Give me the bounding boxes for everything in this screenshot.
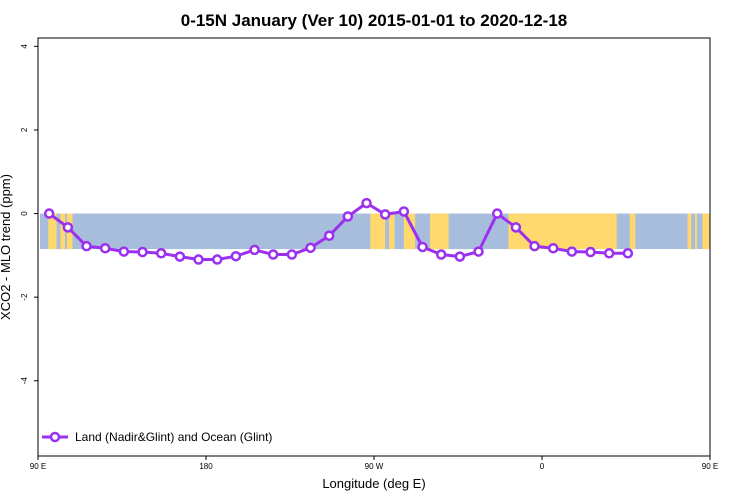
x-axis-label: Longitude (deg E) [322,476,425,491]
land-segment [719,214,732,250]
y-axis-label: XCO2 - MLO trend (ppm) [0,174,13,320]
y-tick-label: 2 [20,127,29,132]
data-point [417,241,428,253]
x-tick-label: 180 [199,462,213,471]
land-segment [48,213,57,250]
data-point [529,240,540,252]
land-segment [702,213,710,250]
data-point [622,248,634,259]
land-segment [629,213,636,250]
land-segment [370,213,386,250]
series-layer [43,197,634,265]
land-segment [687,213,692,250]
data-point [585,246,596,258]
lat-band-map [40,213,741,250]
data-point [193,254,204,265]
data-point [473,246,484,257]
data-point [81,240,92,252]
land-segment [508,213,617,250]
y-tick-label: 0 [20,211,29,216]
y-axis: 4 2 0 -2 -4 [20,44,38,385]
data-point [230,250,242,262]
data-point [435,249,447,260]
legend-label: Land (Nadir&Glint) and Ocean (Glint) [75,430,272,444]
data-point [491,208,503,219]
land-segment [695,213,697,250]
data-point [211,254,223,265]
land-segment [388,213,395,250]
data-point [603,248,615,259]
x-tick-label: 0 [540,462,545,471]
data-point [510,222,522,233]
legend: Land (Nadir&Glint) and Ocean (Glint) [42,430,272,444]
x-tick-label: 90 W [365,462,384,471]
data-point [305,242,316,254]
data-point [379,209,391,220]
y-tick-label: 4 [20,44,29,49]
x-axis: 90 E 180 90 W 0 90 E [30,456,718,471]
y-tick-label: -2 [20,293,29,301]
data-point [454,251,466,262]
data-point [137,246,148,258]
land-segment [430,213,449,250]
data-point [323,230,335,241]
data-point [249,244,260,256]
data-point [267,249,279,260]
y-tick-label: -4 [20,377,29,385]
land-segment [734,214,741,250]
x-tick-label: 90 E [702,462,718,471]
data-point [547,243,559,254]
data-point [361,197,372,209]
data-point [566,246,578,257]
x-tick-label: 90 E [30,462,46,471]
legend-marker [49,431,61,443]
data-point [398,206,410,217]
land-segment [60,213,66,250]
data-point [286,249,298,260]
data-point [62,222,74,233]
chart-title: 0-15N January (Ver 10) 2015-01-01 to 202… [181,11,568,30]
data-point [118,246,130,257]
data-point [174,251,186,262]
data-point [43,208,55,219]
land-segment [403,213,416,250]
data-point [99,243,111,254]
data-point [342,211,354,222]
data-point [155,248,167,259]
